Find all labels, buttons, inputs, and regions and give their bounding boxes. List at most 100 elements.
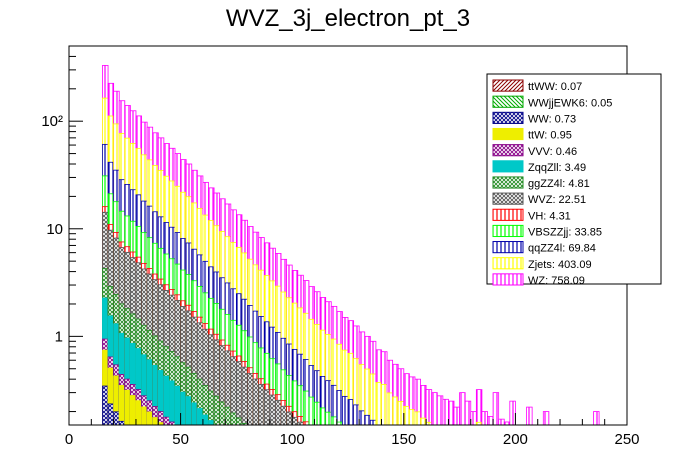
bar-ggZZ4l-bin-21 <box>219 401 226 426</box>
bar-VBSZZjj-bin-38 <box>314 401 321 426</box>
bar-VBSZZjj-bin-40 <box>325 411 332 426</box>
bar-WZ-bin-76 <box>526 406 533 426</box>
legend-label-WZ: WZ: 758.09 <box>528 275 585 287</box>
bar-ttW-bin-4 <box>124 389 131 426</box>
y-tick-label: 10 <box>46 221 63 238</box>
bar-WZ-bin-64 <box>459 392 466 426</box>
bar-Zjets-bin-57 <box>420 417 427 426</box>
bar-WVZ-bin-24 <box>235 361 243 426</box>
bar-WZ-bin-67 <box>475 389 483 426</box>
bar-WZ-bin-60 <box>436 395 444 426</box>
bar-qqZZ4l-bin-45 <box>353 404 360 426</box>
legend-swatch-ZqqZll <box>492 160 524 173</box>
bar-WZ-bin-62 <box>448 400 455 426</box>
bar-WZ-bin-79 <box>542 411 550 426</box>
bar-Zjets-bin-50 <box>381 384 388 426</box>
legend-swatch-ttWW <box>492 79 524 92</box>
bar-WZ-bin-70 <box>492 392 500 426</box>
bar-Zjets-bin-52 <box>392 396 399 426</box>
legend-label-ttW: ttW: 0.95 <box>528 130 572 142</box>
bar-ttW-bin-7 <box>141 406 148 426</box>
bar-ZqqZll-bin-12 <box>169 380 176 426</box>
bar-WZ-bin-71 <box>498 418 505 426</box>
bar-WVZ-bin-31 <box>275 399 282 426</box>
bar-qqZZ4l-bin-47 <box>364 414 371 426</box>
bar-WVZ-bin-32 <box>280 405 288 426</box>
axes: 0 50 100 150 200 250 1 10 10² <box>41 45 640 448</box>
bar-ttW-bin-3 <box>118 385 126 426</box>
bar-ttW-bin-6 <box>135 400 142 426</box>
legend-label-qqZZ4l: qqZZ4l: 69.84 <box>528 243 596 255</box>
x-tick-label: 150 <box>391 431 416 448</box>
bar-WZ-bin-58 <box>425 389 433 426</box>
legend-swatch-WZ <box>492 273 524 286</box>
legend-swatch-ggZZ4l <box>492 176 524 189</box>
bar-ttW-bin-5 <box>129 395 137 426</box>
legend-swatch-VH <box>492 208 524 221</box>
bar-WVZ-bin-27 <box>252 378 260 426</box>
bar-VVV-bin-11 <box>163 416 170 426</box>
bar-WZ-bin-73 <box>509 400 516 426</box>
bar-WW-bin-0 <box>102 385 109 426</box>
legend-label-ggZZ4l: ggZZ4l: 4.81 <box>528 178 590 190</box>
legend-swatch-WW <box>492 111 524 124</box>
bar-WZ-bin-66 <box>470 411 477 426</box>
bar-Zjets-bin-53 <box>397 401 405 426</box>
bar-Zjets-bin-49 <box>375 382 382 426</box>
legend-swatch-ttW <box>492 127 524 141</box>
bar-Zjets-bin-55 <box>408 409 416 426</box>
bar-WZ-bin-65 <box>464 400 472 426</box>
bar-ggZZ4l-bin-19 <box>208 390 215 426</box>
legend-swatch-Zjets <box>492 257 524 270</box>
legend-label-VBSZZjj: VBSZZjj: 33.85 <box>528 227 602 239</box>
bar-WVZ-bin-34 <box>291 416 299 426</box>
bar-ggZZ4l-bin-24 <box>235 417 243 426</box>
bar-VBSZZjj-bin-37 <box>308 396 315 426</box>
y-tick-label: 10² <box>41 113 63 130</box>
legend-label-ZqqZll: ZqqZll: 3.49 <box>528 162 586 174</box>
bar-ZqqZll-bin-13 <box>174 385 182 426</box>
bar-WZ-bin-59 <box>431 392 438 426</box>
bar-qqZZ4l-bin-42 <box>336 390 343 426</box>
x-tick-label: 50 <box>172 431 189 448</box>
bar-WVZ-bin-30 <box>269 394 276 426</box>
bar-ggZZ4l-bin-22 <box>224 406 232 426</box>
bar-ZqqZll-bin-18 <box>202 414 209 426</box>
bar-WVZ-bin-33 <box>286 411 293 426</box>
bar-WZ-bin-88 <box>593 411 600 426</box>
bar-WZ-bin-61 <box>442 398 449 426</box>
bar-WZ-bin-68 <box>481 411 488 426</box>
bar-Zjets-bin-48 <box>369 373 377 426</box>
bar-ttW-bin-8 <box>146 411 154 426</box>
legend-label-VH: VH: 4.31 <box>528 210 571 222</box>
x-tick-label: 0 <box>65 431 73 448</box>
y-tick-label: 1 <box>55 328 63 345</box>
legend-swatch-VBSZZjj <box>492 224 524 238</box>
legend-swatch-VVV <box>492 144 524 157</box>
bar-WZ-bin-63 <box>453 406 460 426</box>
bar-Zjets-bin-54 <box>403 405 410 426</box>
bar-WVZ-bin-25 <box>241 366 248 426</box>
bar-ZqqZll-bin-15 <box>185 396 193 426</box>
bar-WVZ-bin-29 <box>263 389 271 426</box>
bar-ggZZ4l-bin-20 <box>213 395 221 426</box>
legend-label-WW: WW: 0.73 <box>528 113 576 125</box>
bar-VBSZZjj-bin-39 <box>319 407 327 426</box>
bar-ttW-bin-9 <box>152 417 159 426</box>
x-tick-label: 100 <box>280 431 305 448</box>
bar-Zjets-bin-56 <box>414 411 421 426</box>
bar-WVZ-bin-28 <box>258 383 265 426</box>
bar-VBSZZjj-bin-41 <box>330 416 338 426</box>
bar-qqZZ4l-bin-48 <box>369 419 377 426</box>
bar-ggZZ4l-bin-23 <box>230 412 237 426</box>
bar-ZqqZll-bin-17 <box>196 408 204 426</box>
chart-title: WVZ_3j_electron_pt_3 <box>226 5 470 32</box>
bar-ZqqZll-bin-16 <box>191 402 198 426</box>
legend-label-WWjjEWK6: WWjjEWK6: 0.05 <box>528 97 612 109</box>
bar-qqZZ4l-bin-46 <box>358 410 366 426</box>
legend-label-ttWW: ttWW: 0.07 <box>528 81 582 93</box>
x-tick-label: 200 <box>503 431 528 448</box>
legend-label-Zjets: Zjets: 403.09 <box>528 259 592 271</box>
bar-WW-bin-3 <box>118 420 126 426</box>
bar-ZqqZll-bin-19 <box>208 420 215 426</box>
